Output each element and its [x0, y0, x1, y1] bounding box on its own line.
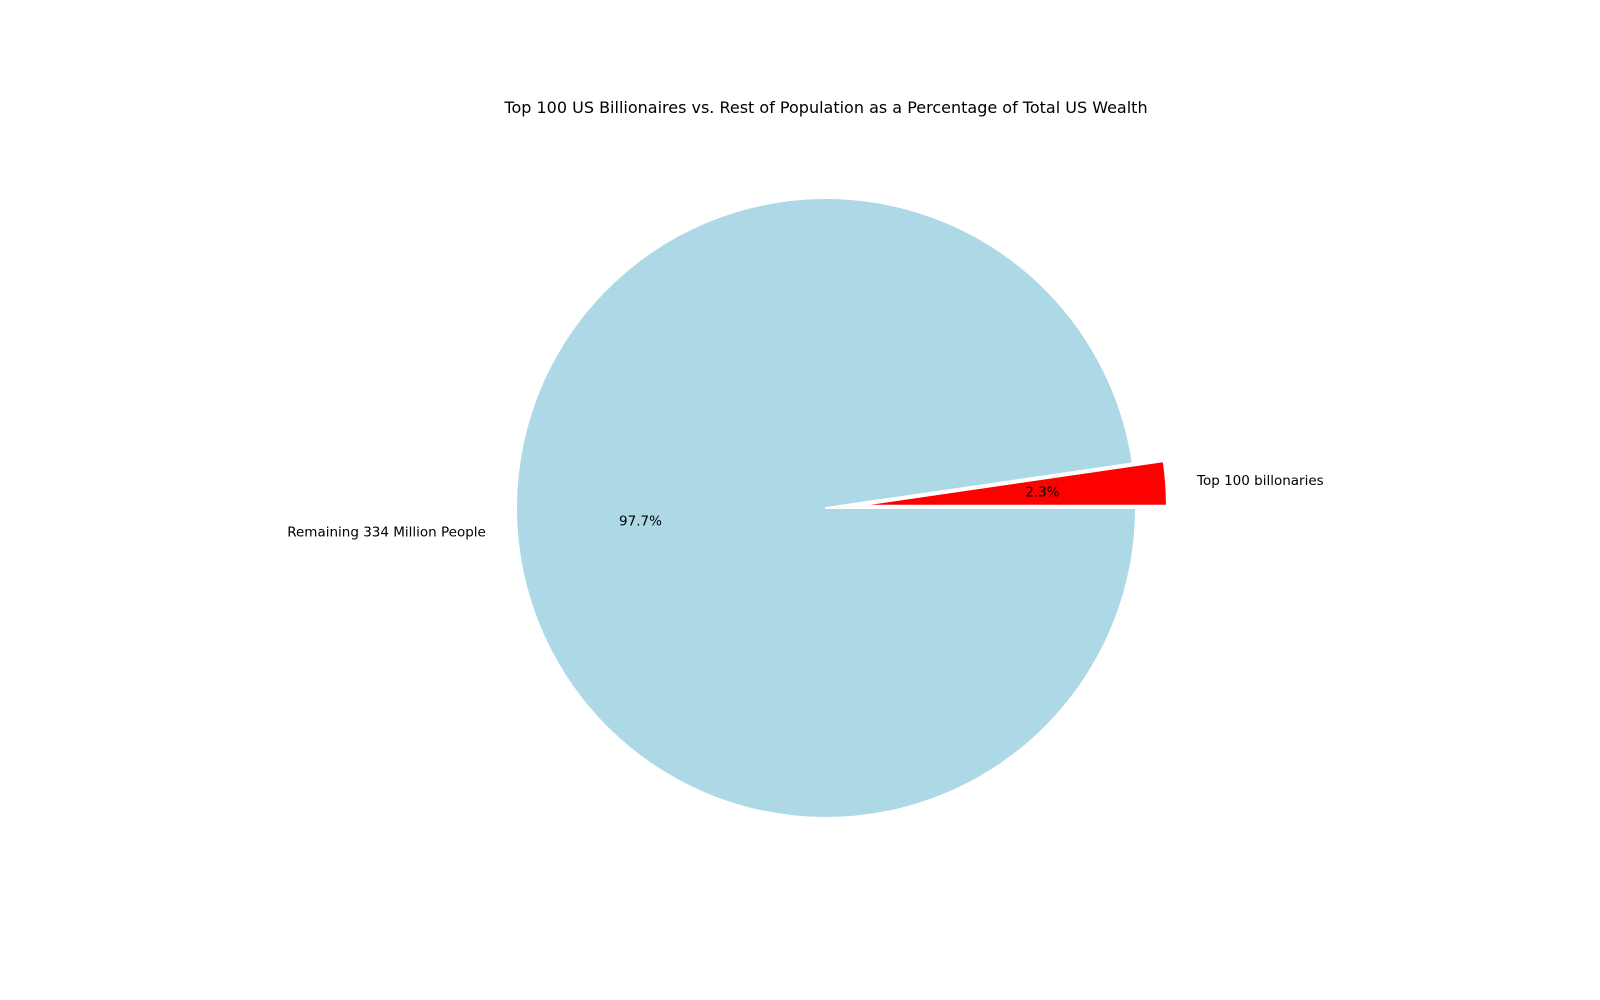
slice-label-0: Top 100 billonaries: [1196, 473, 1324, 489]
slice-label-1: Remaining 334 Million People: [287, 525, 486, 541]
slice-percent-label-1: 97.7%: [619, 513, 662, 529]
pie-labels: Top 100 billonaries 2.3% Remaining 334 Mil…: [287, 473, 1323, 540]
pie-slice-0: [855, 460, 1168, 507]
chart-title: Top 100 US Billionaires vs. Rest of Popu…: [503, 98, 1147, 117]
pie-slices: [515, 197, 1168, 819]
slice-percent-label-0: 2.3%: [1025, 484, 1059, 500]
pie-slice-1: [515, 197, 1137, 819]
